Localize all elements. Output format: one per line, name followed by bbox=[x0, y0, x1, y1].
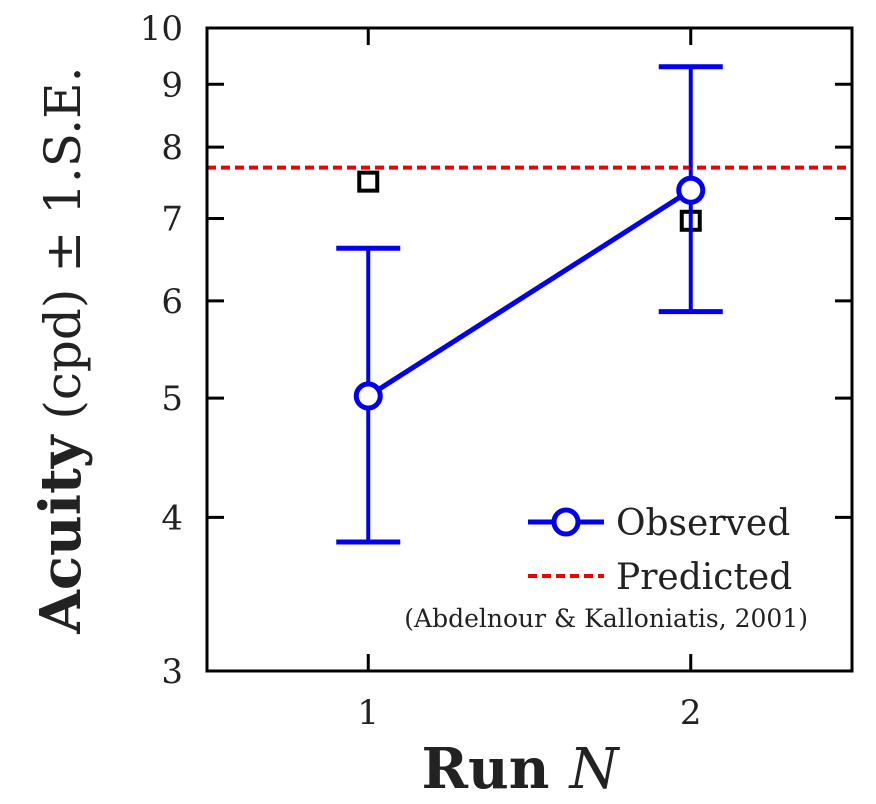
legend-observed-label: Observed bbox=[616, 503, 790, 544]
observed-marker bbox=[353, 381, 383, 411]
x-tick-label: 2 bbox=[680, 693, 702, 733]
y-axis-title-bold: Acuity bbox=[28, 434, 94, 634]
y-tick-label: 9 bbox=[161, 65, 183, 105]
y-tick-label: 3 bbox=[161, 652, 183, 692]
axis-ticks bbox=[207, 26, 852, 673]
x-tick-label: 1 bbox=[357, 693, 379, 733]
observed-line bbox=[366, 188, 693, 399]
x-axis-title: Run N bbox=[422, 736, 621, 802]
plot-marks bbox=[207, 64, 852, 545]
y-axis-title-rest: (cpd) ± 1.S.E. bbox=[34, 66, 92, 419]
legend-predicted-label: Predicted bbox=[616, 557, 792, 598]
y-tick-label: 8 bbox=[161, 128, 183, 168]
y-tick-label: 5 bbox=[161, 379, 183, 419]
y-axis-title: Acuity (cpd) ± 1.S.E. bbox=[28, 66, 94, 634]
x-axis-title-text: Run bbox=[422, 736, 550, 802]
tick-labels: 3 4 5 6 7 8 9 10 1 2 bbox=[140, 9, 702, 733]
y-tick-label: 7 bbox=[161, 199, 183, 239]
plot-frame bbox=[205, 26, 854, 673]
observed-marker bbox=[676, 175, 706, 205]
y-tick-label: 10 bbox=[140, 9, 183, 49]
legend-note: (Abdelnour & Kalloniatis, 2001) bbox=[404, 604, 808, 633]
y-tick-label: 4 bbox=[161, 498, 183, 538]
y-tick-label: 6 bbox=[161, 282, 183, 322]
legend-observed-marker bbox=[551, 507, 581, 537]
x-axis-title-variable: N bbox=[567, 737, 620, 802]
square-marker bbox=[357, 170, 380, 193]
legend: Observed Predicted (Abdelnour & Kalloniati… bbox=[404, 503, 808, 633]
